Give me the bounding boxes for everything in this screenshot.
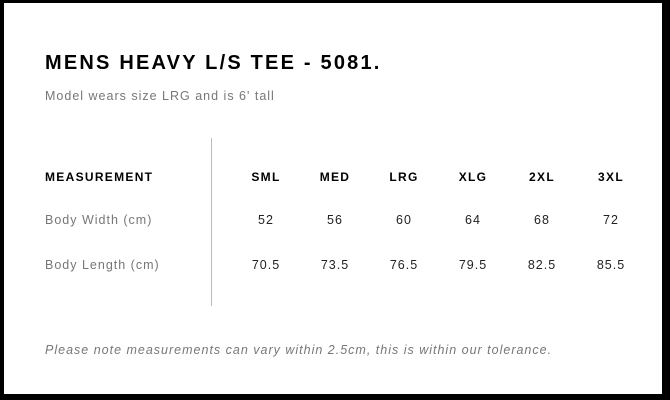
column-divider <box>211 138 212 306</box>
table-cell: 68 <box>534 213 550 227</box>
table-cell: 73.5 <box>320 258 350 272</box>
size-header: SML <box>251 170 281 184</box>
table-cell: 52 <box>258 213 274 227</box>
size-header: LRG <box>389 170 419 184</box>
table-cell: 79.5 <box>458 258 488 272</box>
size-chart-card: MENS HEAVY L/S TEE - 5081. Model wears s… <box>4 3 662 394</box>
table-cell: 64 <box>465 213 481 227</box>
tolerance-note: Please note measurements can vary within… <box>45 343 553 357</box>
table-cell: 70.5 <box>251 258 281 272</box>
row-label: Body Width (cm) <box>45 213 153 227</box>
row-label: Body Length (cm) <box>45 258 160 272</box>
table-cell: 85.5 <box>596 258 626 272</box>
header-measurement: MEASUREMENT <box>45 170 154 184</box>
size-header: 3XL <box>598 170 624 184</box>
table-cell: 60 <box>396 213 412 227</box>
size-header: 2XL <box>529 170 555 184</box>
size-header: MED <box>319 170 351 184</box>
page-title: MENS HEAVY L/S TEE - 5081. <box>45 52 382 74</box>
table-cell: 82.5 <box>527 258 557 272</box>
table-cell: 56 <box>327 213 343 227</box>
table-cell: 72 <box>603 213 619 227</box>
subtitle: Model wears size LRG and is 6' tall <box>45 89 275 103</box>
table-cell: 76.5 <box>389 258 419 272</box>
size-header: XLG <box>458 170 488 184</box>
